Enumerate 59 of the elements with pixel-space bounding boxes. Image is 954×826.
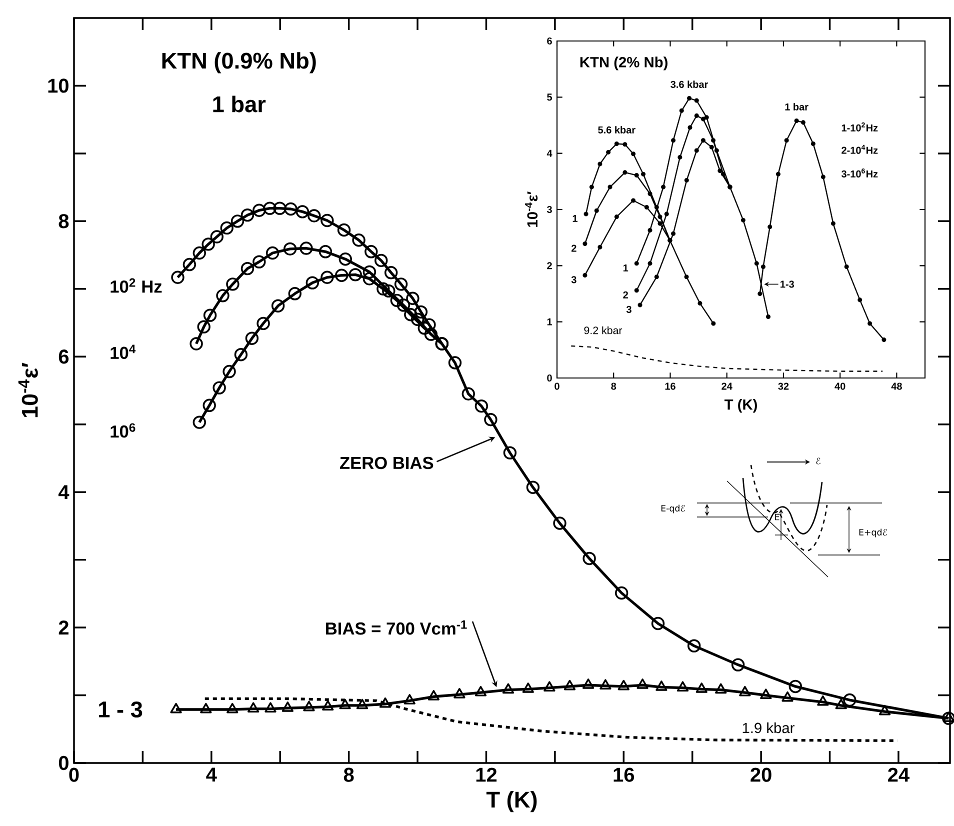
x-axis-title: T (K) [724, 398, 757, 413]
y-axis-title: 10$^{-4}$ε′ [18, 362, 38, 418]
annotation: 1 bar [213, 96, 266, 112]
y-tick-label: 8 [58, 214, 69, 228]
y-tick-label: 3 [546, 206, 552, 214]
series-label: 1 [572, 215, 578, 222]
x-tick-label: 24 [888, 768, 910, 782]
series-label: 2 [623, 291, 628, 298]
y-tick-label: 6 [58, 350, 69, 364]
legend-label: 1-3 [780, 280, 794, 288]
y-tick-label: 4 [58, 485, 70, 499]
annotation: 3.6 kbar [670, 80, 708, 88]
annotation: ℰ [816, 458, 820, 464]
legend-label: 10$^{4}$ [110, 344, 136, 360]
legend-label: 10$^{6}$ [110, 423, 136, 438]
legend-label: 1 - 3 [99, 701, 142, 718]
y-tick-label: 0 [58, 756, 68, 770]
annotation: KTN (0.9% Nb) [162, 52, 316, 74]
x-tick-label: 16 [614, 768, 634, 782]
y-tick-label: 6 [547, 37, 552, 45]
x-tick-label: 40 [834, 382, 846, 390]
x-tick-label: 48 [891, 382, 902, 390]
x-tick-label: 8 [344, 768, 354, 782]
x-tick-label: 20 [750, 768, 772, 782]
annotation: ZERO BIAS [340, 456, 434, 470]
annotation: E-qdℰ [661, 504, 686, 514]
x-tick-label: 0 [69, 768, 79, 782]
x-tick-label: 12 [476, 768, 497, 782]
series-label: 9.2 kbar [584, 326, 622, 334]
annotation: 1 bar [785, 103, 808, 110]
x-tick-label: 24 [722, 382, 732, 390]
y-tick-label: 2 [547, 262, 552, 270]
annotation: 1-10$^{2}$Hz [842, 122, 878, 132]
y-tick-label: 2 [58, 620, 68, 635]
series-label: 1.9 kbar [742, 722, 794, 734]
annotation: KTN (2% Nb) [580, 56, 668, 70]
annotation: 3-10$^{6}$Hz [841, 168, 878, 178]
y-tick-label: 0 [547, 374, 552, 382]
legend-label: 10$^{2}$ Hz [110, 278, 162, 293]
x-tick-label: 32 [778, 382, 789, 390]
annotation: E [775, 514, 780, 520]
x-tick-label: 0 [554, 382, 560, 390]
x-tick-label: 8 [611, 382, 616, 390]
y-axis-title: 10$^{-4}$ε′ [525, 191, 538, 227]
x-axis-title: T (K) [486, 791, 537, 812]
series-label: 3 [571, 276, 576, 284]
y-tick-label: 5 [547, 94, 552, 101]
x-tick-label: 16 [665, 382, 676, 390]
y-tick-label: 1 [547, 318, 552, 326]
annotation: 2-10$^{4}$Hz [842, 144, 878, 154]
annotation: 5.6 kbar [598, 126, 636, 134]
x-tick-label: 4 [206, 768, 217, 782]
y-tick-label: 4 [546, 150, 552, 157]
annotation: BIAS = 700 Vcm$^{-1}$ [326, 620, 467, 635]
annotation: E+qdℰ [859, 528, 888, 538]
y-tick-label: 10 [48, 78, 68, 93]
series-label: 2 [572, 244, 576, 252]
series-label: 1 [623, 264, 628, 272]
series-label: 3 [626, 306, 632, 314]
